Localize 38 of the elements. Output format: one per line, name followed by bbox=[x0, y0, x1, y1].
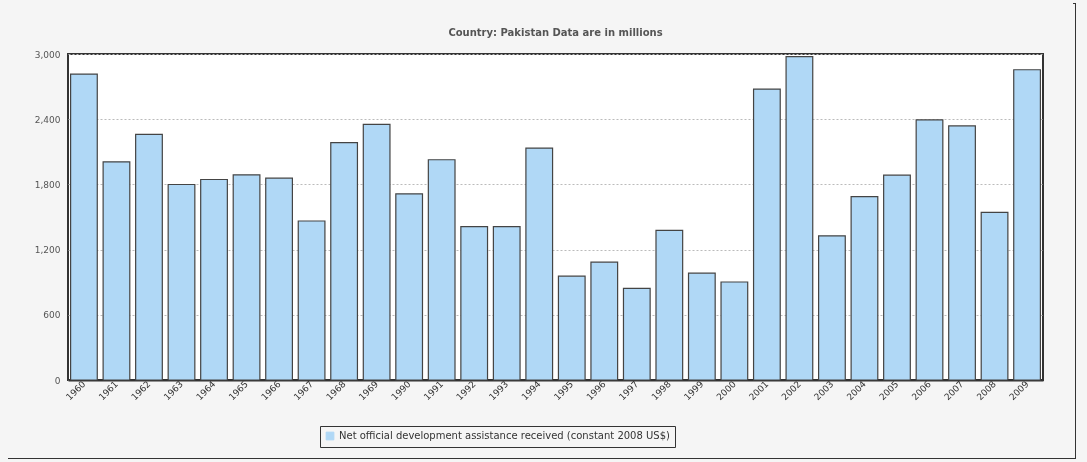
y-tick-label: 3,000 bbox=[34, 49, 61, 60]
bar bbox=[395, 193, 424, 381]
bar bbox=[525, 147, 554, 381]
bar bbox=[330, 142, 359, 381]
bar bbox=[720, 281, 749, 381]
bar bbox=[785, 56, 814, 381]
bar bbox=[818, 235, 846, 381]
bar bbox=[687, 272, 716, 381]
bar bbox=[1013, 69, 1041, 381]
bar bbox=[915, 119, 944, 381]
bar bbox=[850, 195, 879, 381]
y-tick-label: 1,800 bbox=[34, 179, 61, 190]
bar bbox=[492, 226, 521, 381]
y-tick-label: 600 bbox=[43, 310, 61, 321]
bar bbox=[948, 125, 976, 381]
bar bbox=[883, 174, 911, 381]
bar bbox=[460, 226, 489, 381]
bar bbox=[70, 73, 98, 381]
bar bbox=[427, 159, 456, 381]
bar bbox=[102, 161, 131, 381]
bar bbox=[297, 220, 326, 381]
y-tick-label: 1,200 bbox=[34, 245, 61, 256]
bar bbox=[200, 178, 228, 381]
bar bbox=[135, 133, 163, 381]
chart-title: Country: Pakistan Data are in millions bbox=[448, 27, 663, 38]
text: Net official development assistance received (constant 2008 US$) bbox=[339, 430, 671, 441]
bar bbox=[232, 174, 261, 381]
bar bbox=[752, 88, 781, 381]
bar bbox=[590, 261, 619, 381]
y-tick-label: 2,400 bbox=[34, 114, 61, 125]
bar bbox=[622, 287, 651, 381]
bar bbox=[557, 275, 586, 381]
y-tick-label: 0 bbox=[54, 375, 61, 386]
bar bbox=[655, 229, 684, 381]
bar bbox=[167, 183, 196, 381]
bar bbox=[980, 211, 1009, 381]
bar bbox=[362, 123, 391, 381]
bar bbox=[265, 177, 293, 381]
